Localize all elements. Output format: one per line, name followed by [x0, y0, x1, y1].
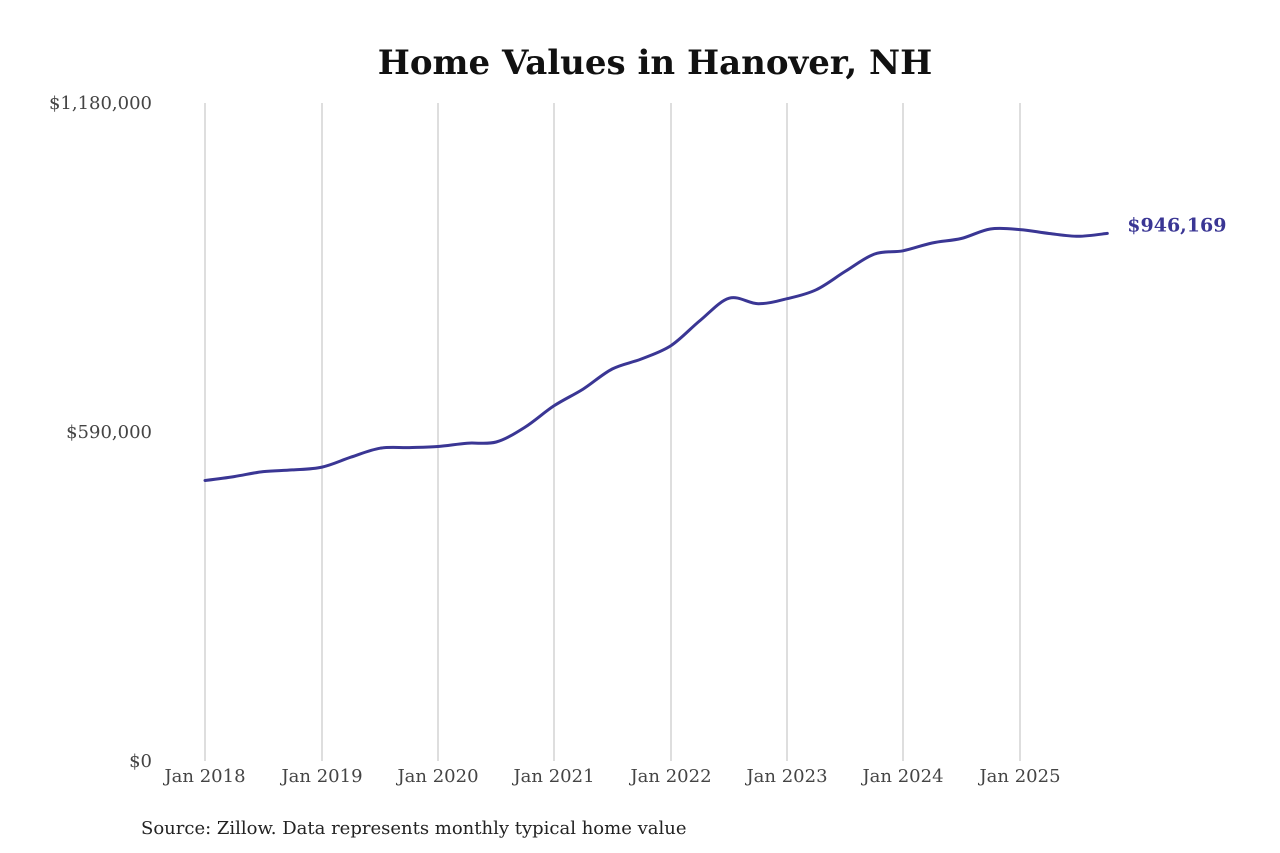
- x-axis-ticks: Jan 2018 Jan 2019 Jan 2020 Jan 2021 Jan 2022…: [162, 766, 1060, 787]
- x-tick-label: Jan 2020: [395, 766, 478, 787]
- x-tick-label: Jan 2019: [279, 766, 362, 787]
- x-tick-label: Jan 2021: [511, 766, 594, 787]
- home-value-line: [203, 226, 1109, 482]
- chart-title: Home Values in Hanover, NH: [378, 43, 933, 83]
- y-axis-ticks: $0 $590,000 $1,180,000: [49, 93, 152, 772]
- y-tick-label: $0: [129, 751, 152, 772]
- x-tick-label: Jan 2018: [162, 766, 245, 787]
- source-note: Source: Zillow. Data represents monthly …: [141, 818, 687, 839]
- x-tick-label: Jan 2023: [744, 766, 827, 787]
- x-tick-label: Jan 2024: [860, 766, 943, 787]
- x-tick-label: Jan 2025: [977, 766, 1060, 787]
- grid-lines: [204, 103, 1021, 761]
- y-tick-label: $590,000: [66, 422, 152, 443]
- latest-value-label: $946,169: [1127, 214, 1226, 236]
- y-tick-label: $1,180,000: [49, 93, 152, 114]
- x-tick-label: Jan 2022: [628, 766, 711, 787]
